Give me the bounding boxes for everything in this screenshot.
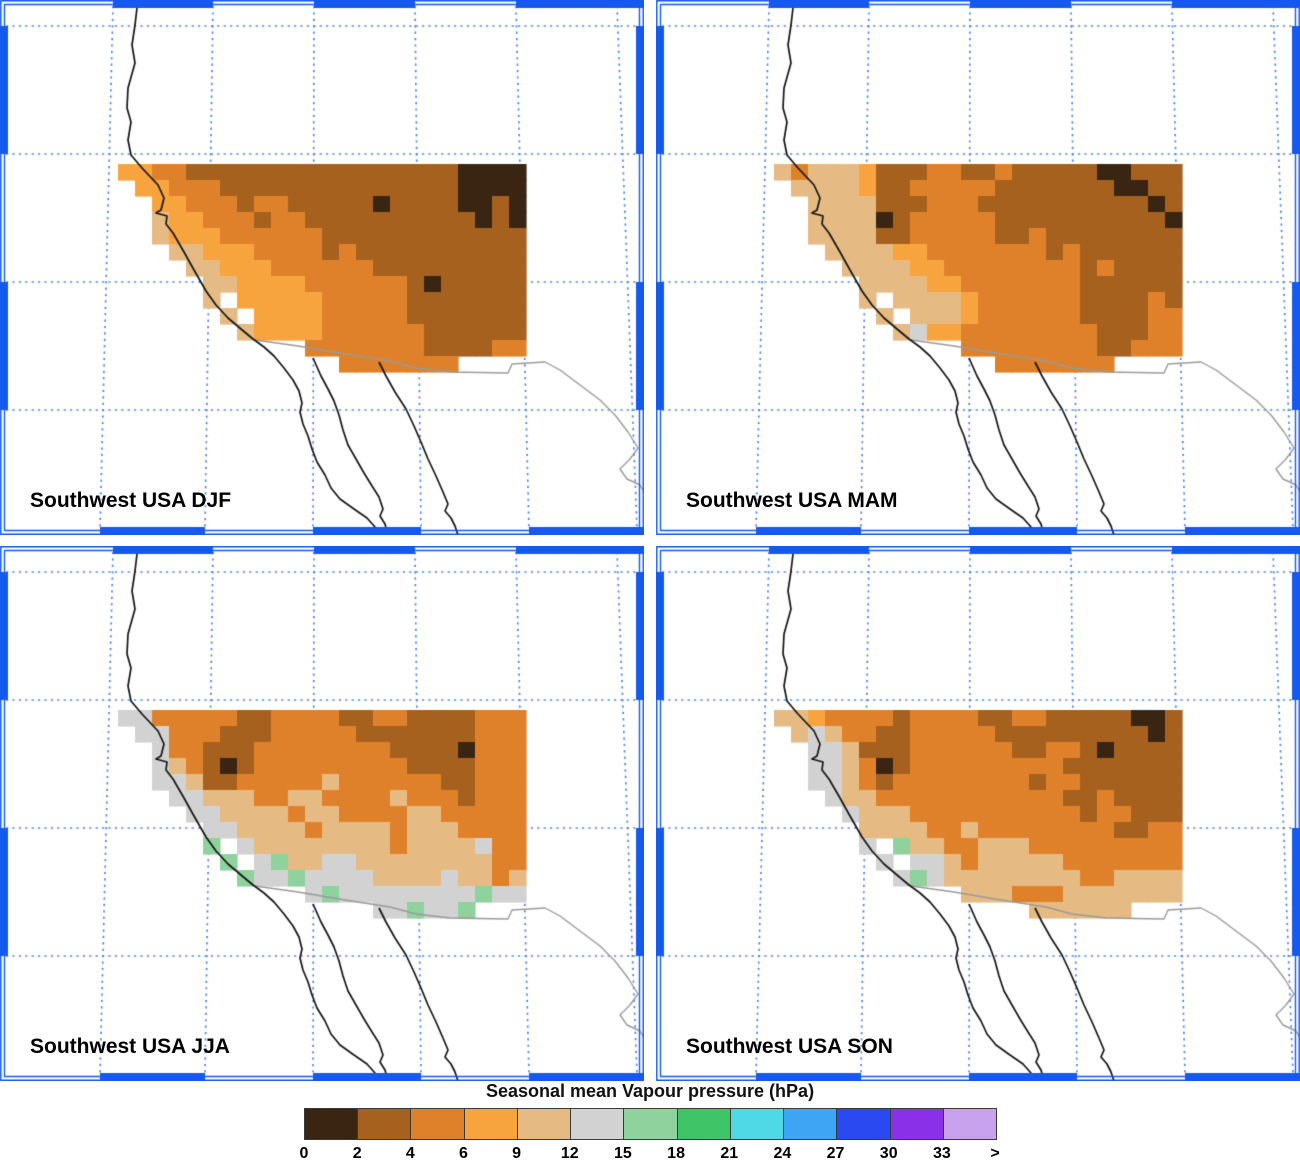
panel-son: Southwest USA SON bbox=[656, 546, 1300, 1081]
colorbar-cell bbox=[837, 1109, 891, 1139]
colorbar-cell bbox=[464, 1109, 518, 1139]
panel-djf: Southwest USA DJF bbox=[0, 0, 644, 535]
colorbar-tick-label: 21 bbox=[720, 1145, 739, 1162]
colorbar-tick-label: > bbox=[990, 1145, 1000, 1162]
colorbar-tick-label: 18 bbox=[667, 1145, 685, 1162]
colorbar-tick-label: 24 bbox=[773, 1145, 792, 1162]
colorbar-cell bbox=[890, 1109, 944, 1139]
colorbar-tick-label: 0 bbox=[299, 1145, 309, 1162]
map-canvas-son bbox=[656, 546, 1300, 1081]
colorbar-tick-label: 9 bbox=[512, 1145, 522, 1162]
colorbar-tick-label: 2 bbox=[352, 1145, 362, 1162]
colorbar: 0 2 4 6 9 12 15 18 21 24 27 30 33 > bbox=[300, 1108, 1000, 1164]
colorbar-cells bbox=[304, 1108, 997, 1140]
panel-jja: Southwest USA JJA bbox=[0, 546, 644, 1081]
colorbar-cell bbox=[517, 1109, 572, 1139]
colorbar-cell bbox=[571, 1109, 625, 1139]
colorbar-tick-label: 30 bbox=[879, 1145, 898, 1162]
colorbar-cell bbox=[943, 1109, 997, 1139]
panel-label-mam: Southwest USA MAM bbox=[686, 489, 898, 512]
map-canvas-jja bbox=[0, 546, 644, 1081]
colorbar-tick-label: 12 bbox=[560, 1145, 579, 1162]
colorbar-tick-label: 6 bbox=[459, 1145, 468, 1162]
colorbar-cell bbox=[677, 1109, 731, 1139]
colorbar-tick-label: 4 bbox=[405, 1145, 415, 1162]
map-canvas-mam bbox=[656, 0, 1300, 535]
colorbar-title: Seasonal mean Vapour pressure (hPa) bbox=[485, 1081, 815, 1101]
colorbar-cell bbox=[730, 1109, 785, 1139]
colorbar-labels: 0 2 4 6 9 12 15 18 21 24 27 30 33 > bbox=[300, 1140, 1000, 1164]
panel-mam: Southwest USA MAM bbox=[656, 0, 1300, 535]
colorbar-cell bbox=[624, 1109, 678, 1139]
colorbar-cell bbox=[358, 1109, 412, 1139]
map-canvas-djf bbox=[0, 0, 644, 535]
panel-label-son: Southwest USA SON bbox=[686, 1035, 893, 1058]
panel-label-djf: Southwest USA DJF bbox=[30, 489, 232, 512]
colorbar-tick-label: 27 bbox=[826, 1145, 845, 1162]
colorbar-cell bbox=[784, 1109, 838, 1139]
colorbar-cell bbox=[411, 1109, 465, 1139]
colorbar-tick-label: 15 bbox=[614, 1145, 632, 1162]
colorbar-tick-label: 33 bbox=[932, 1145, 951, 1162]
panel-label-jja: Southwest USA JJA bbox=[30, 1035, 230, 1058]
colorbar-cell bbox=[305, 1109, 359, 1139]
